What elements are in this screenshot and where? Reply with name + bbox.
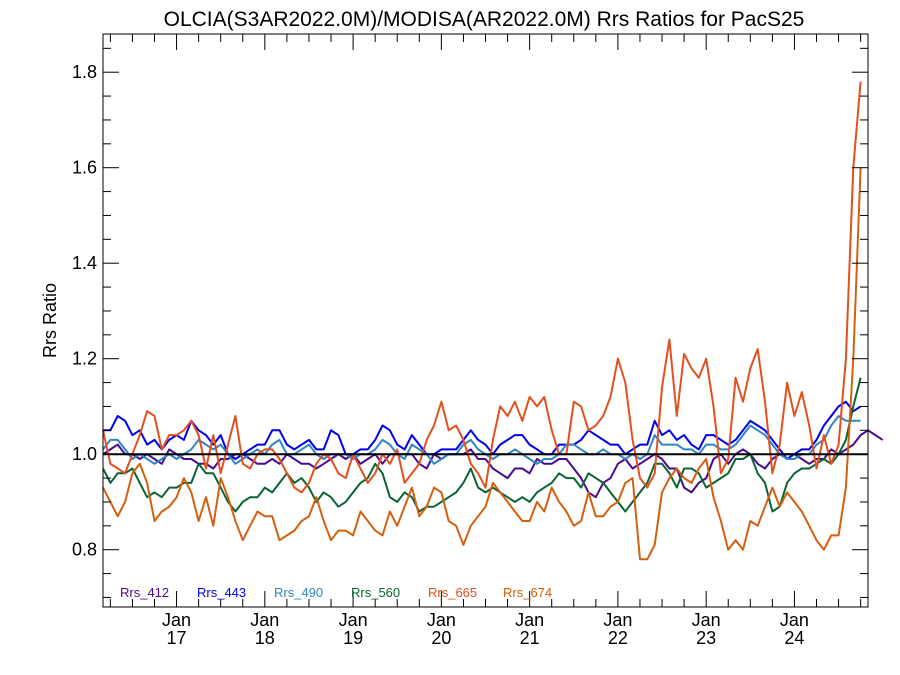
legend-entry-rrs-560: Rrs_560 — [351, 585, 400, 600]
chart-title: OLCIA(S3AR2022.0M)/MODISA(AR2022.0M) Rrs… — [164, 8, 805, 31]
y-tick-label: 1.6 — [72, 158, 97, 178]
legend-entry-rrs-443: Rrs_443 — [197, 585, 246, 600]
x-tick-year-label: 19 — [343, 628, 363, 648]
x-tick-year-label: 18 — [255, 628, 275, 648]
x-tick-month-label: Jan — [250, 610, 279, 630]
y-tick-label: 1.8 — [72, 62, 97, 82]
x-tick-month-label: Jan — [603, 610, 632, 630]
x-tick-month-label: Jan — [780, 610, 809, 630]
legend: Rrs_412 Rrs_443 Rrs_490 Rrs_560 Rrs_665 Rrs_6… — [120, 585, 552, 600]
x-tick-year-label: 23 — [696, 628, 716, 648]
series-line-rrs-560 — [102, 377, 862, 513]
x-tick-month-label: Jan — [427, 610, 456, 630]
series-line-rrs-665 — [102, 81, 862, 494]
y-tick-label: 1.0 — [72, 444, 97, 464]
series-line-rrs-674 — [102, 167, 862, 561]
y-tick-label: 0.8 — [72, 540, 97, 560]
legend-entry-rrs-674: Rrs_674 — [503, 585, 552, 600]
legend-entry-rrs-490: Rrs_490 — [274, 585, 323, 600]
series-lines — [102, 81, 884, 561]
series-line-rrs-412 — [102, 429, 884, 499]
x-tick-year-label: 20 — [431, 628, 451, 648]
x-tick-month-label: Jan — [339, 610, 368, 630]
y-tick-label: 1.4 — [72, 253, 97, 273]
x-tick-month-label: Jan — [515, 610, 544, 630]
x-tick-year-label: 22 — [608, 628, 628, 648]
series-line-rrs-490 — [102, 415, 861, 465]
y-tick-label: 1.2 — [72, 349, 97, 369]
x-tick-month-label: Jan — [162, 610, 191, 630]
plot-frame — [102, 33, 869, 608]
legend-entry-rrs-412: Rrs_412 — [120, 585, 169, 600]
x-tick-year-label: 24 — [784, 628, 804, 648]
x-tick-year-label: 17 — [167, 628, 187, 648]
x-tick-year-label: 21 — [520, 628, 540, 648]
axis-ticks: 0.81.01.21.41.61.8Jan17Jan18Jan19Jan20Ja… — [72, 34, 868, 648]
y-axis-label: Rrs Ratio — [40, 283, 60, 358]
legend-entry-rrs-665: Rrs_665 — [428, 585, 477, 600]
x-tick-month-label: Jan — [692, 610, 721, 630]
